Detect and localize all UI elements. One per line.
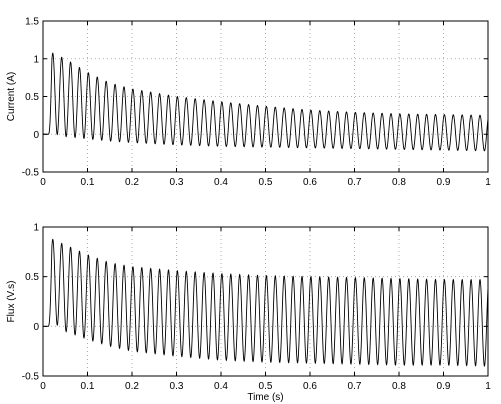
flux-x-tick-label: 0.8 [392, 381, 406, 392]
flux-y-tick-label: 0.5 [25, 272, 39, 283]
flux-x-tick-label: 1 [485, 381, 491, 392]
flux-y-tick-label: -0.5 [22, 372, 40, 383]
flux-x-tick-label: 0.9 [437, 381, 451, 392]
current-x-tick-label: 0.2 [125, 177, 139, 188]
flux-series-0-line [43, 238, 489, 367]
flux-x-tick-label: 0.3 [170, 381, 184, 392]
current-y-tick-label: -0.5 [22, 168, 40, 179]
current-x-tick-label: 0.5 [259, 177, 273, 188]
current-x-tick-label: 0.9 [437, 177, 451, 188]
current-y-tick-label: 0 [33, 130, 39, 141]
flux-x-tick-label: 0.1 [81, 381, 95, 392]
current-x-tick-label: 0.3 [170, 177, 184, 188]
flux-x-tick-label: 0.7 [348, 381, 362, 392]
flux-x-tick-label: 0.6 [303, 381, 317, 392]
current-series-0-line [43, 52, 489, 152]
flux-x-tick-label: 0.2 [125, 381, 139, 392]
flux-x-tick-label: 0.4 [214, 381, 228, 392]
flux-y-tick-label: 0 [33, 322, 39, 333]
current-x-tick-label: 0.8 [392, 177, 406, 188]
current-y-tick-label: 1.5 [25, 17, 39, 28]
current-x-tick-label: 0.1 [81, 177, 95, 188]
current-y-axis-label: Current (A) [6, 72, 17, 121]
flux-chart: 0 0.1 0.2 0.3 0.4 0.5 0.6 0.7 0.8 0.9 1-0.500.51Fl… [6, 223, 491, 404]
current-chart: 0 0.1 0.2 0.3 0.4 0.5 0.6 0.7 0.8 0.9 1-0.500.511.… [6, 17, 491, 189]
flux-x-tick-label: 0 [40, 381, 46, 392]
current-x-tick-label: 0 [40, 177, 46, 188]
flux-y-axis-label: Flux (V.s) [6, 281, 17, 323]
flux-y-tick-label: 1 [33, 223, 39, 234]
flux-x-tick-label: 0.5 [259, 381, 273, 392]
current-x-tick-label: 0.4 [214, 177, 228, 188]
current-x-tick-label: 1 [485, 177, 491, 188]
current-y-tick-label: 1 [33, 54, 39, 65]
current-x-tick-label: 0.7 [348, 177, 362, 188]
current-x-tick-label: 0.6 [303, 177, 317, 188]
current-y-tick-label: 0.5 [25, 92, 39, 103]
flux-x-axis-label: Time (s) [247, 392, 283, 403]
